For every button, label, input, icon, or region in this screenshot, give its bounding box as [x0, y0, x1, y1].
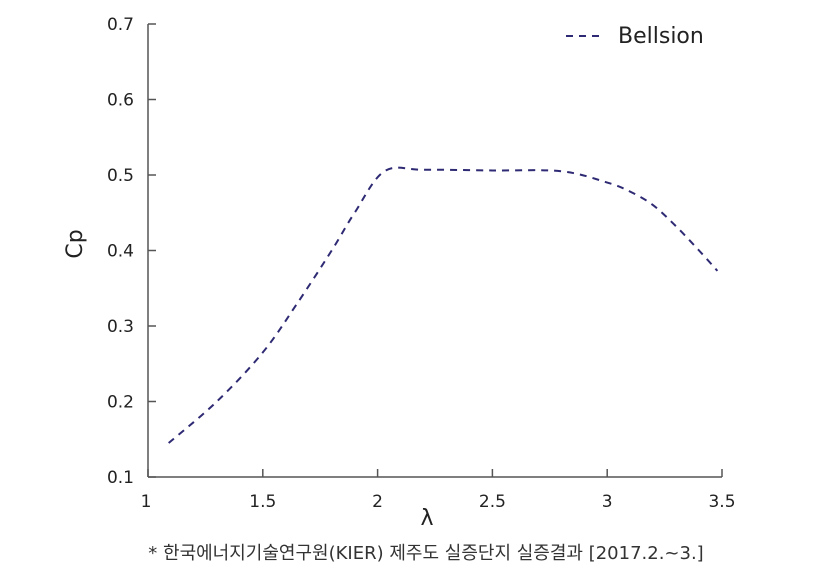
x-axis-title: λ: [420, 506, 433, 531]
y-tick-label: 0.1: [107, 468, 134, 488]
x-tick-label: 3: [602, 492, 613, 512]
y-tick-label: 0.4: [107, 242, 134, 262]
x-tick-label: 3.5: [708, 492, 735, 512]
x-tick-label: 1: [141, 492, 152, 512]
y-tick-label: 0.5: [107, 166, 134, 186]
legend: Bellsion: [566, 24, 704, 49]
y-ticks: 0.1 0.2 0.3 0.4 0.5 0.6 0.7: [107, 15, 156, 488]
x-tick-label: 2: [372, 492, 383, 512]
y-tick-label: 0.2: [107, 393, 134, 413]
legend-label-bellsion: Bellsion: [618, 24, 704, 49]
y-tick-label: 0.7: [107, 15, 134, 35]
footnote: * 한국에너지기술연구원(KIER) 제주도 실증단지 실증결과 [2017.2…: [148, 543, 703, 564]
y-tick-label: 0.6: [107, 91, 134, 111]
x-tick-label: 1.5: [249, 492, 276, 512]
series-layer: [168, 166, 719, 444]
y-tick-label: 0.3: [107, 317, 134, 337]
series-line-bellsion: [168, 166, 719, 444]
x-tick-label: 2.5: [479, 492, 506, 512]
axes: [147, 24, 722, 478]
x-ticks: 1 1.5 2 2.5 3 3.5: [141, 469, 736, 512]
y-axis-title: Cp: [63, 229, 88, 258]
